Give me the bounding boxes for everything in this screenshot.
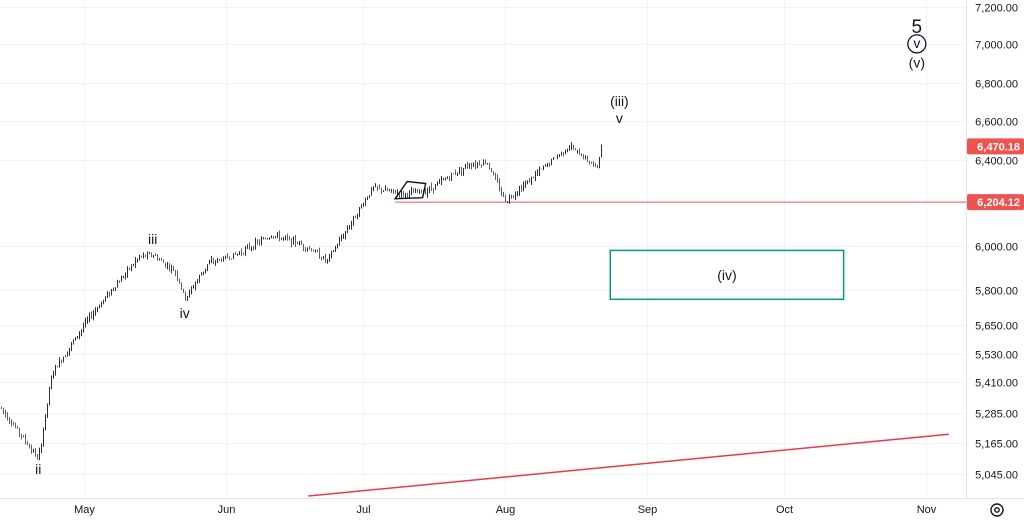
target-box <box>609 249 845 301</box>
price-tick-label: 7,000.00 <box>975 40 1018 52</box>
price-tag-label: 6,204.12 <box>977 197 1020 209</box>
target-box-layer: (iv) <box>609 249 845 301</box>
price-tick-label: 5,165.00 <box>975 439 1018 451</box>
price-axis[interactable]: 7,200.00 7,000.00 6,800.00 6,600.00 6,400.00… <box>975 3 1018 482</box>
price-tick-label: 5,650.00 <box>975 321 1018 333</box>
candles-layer <box>1 142 602 461</box>
wave-label: v <box>913 35 920 51</box>
price-tick-label: 5,530.00 <box>975 350 1018 362</box>
price-tags: 6,470.18 6,204.12 <box>967 138 1024 211</box>
price-tick-label: 6,000.00 <box>975 242 1018 254</box>
price-tag-bg <box>967 194 1024 211</box>
price-tick-label: 5,410.00 <box>975 378 1018 390</box>
time-tick-label: Jun <box>218 504 236 516</box>
flag-pattern <box>393 180 427 200</box>
wave-circle <box>907 34 927 54</box>
trendline-layer <box>308 433 949 497</box>
price-tag-bg <box>967 138 1024 155</box>
price-tick-label: 6,800.00 <box>975 79 1018 91</box>
support-trendline <box>308 433 949 497</box>
wave-label: v <box>616 110 623 126</box>
price-tick-label: 7,200.00 <box>975 3 1018 15</box>
time-axis[interactable]: May Jun Jul Aug Sep Oct Nov <box>74 504 937 516</box>
time-tick-label: Jul <box>356 504 370 516</box>
time-tick-label: Sep <box>638 504 658 516</box>
time-tick-label: Aug <box>496 504 516 516</box>
price-tag-label: 6,470.18 <box>977 141 1020 153</box>
price-tick-label: 5,285.00 <box>975 409 1018 421</box>
time-tick-label: May <box>74 504 95 516</box>
wave-label: (v) <box>909 54 925 70</box>
price-tick-label: 5,045.00 <box>975 470 1018 482</box>
price-tick-label: 6,400.00 <box>975 156 1018 168</box>
gear-icon[interactable] <box>990 503 1004 517</box>
flag-outline <box>393 180 427 200</box>
wave-label: iii <box>148 231 157 247</box>
wave-label: iv <box>180 305 190 321</box>
time-tick-label: Nov <box>917 504 937 516</box>
price-tick-label: 6,600.00 <box>975 117 1018 129</box>
wave-label: ii <box>35 461 41 477</box>
price-tick-label: 5,800.00 <box>975 286 1018 298</box>
wave-label: (iii) <box>610 93 629 109</box>
grid <box>0 0 966 498</box>
wave-label: 5 <box>912 17 923 38</box>
target-box-label: (iv) <box>717 267 736 283</box>
time-tick-label: Oct <box>776 504 793 516</box>
